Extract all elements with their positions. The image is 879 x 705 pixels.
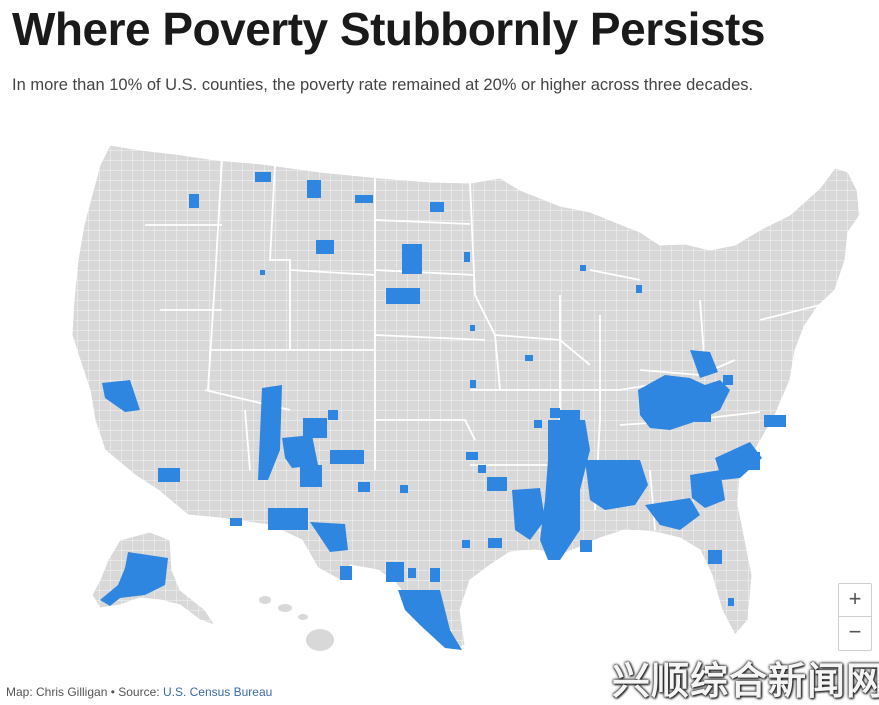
contiguous-us-landmass [71,144,861,651]
map-credit: Map: Chris Gilligan • Source: U.S. Censu… [6,685,272,699]
map-subtitle: In more than 10% of U.S. counties, the p… [12,76,754,94]
us-county-map[interactable] [0,120,879,680]
zoom-out-button[interactable]: − [848,619,862,644]
zoom-controls: + − [838,583,872,651]
site-watermark: 兴顺综合新闻网 [612,661,879,703]
zoom-in-button[interactable]: + [839,584,871,617]
persistent-poverty-counties [100,172,786,650]
map-canvas[interactable] [0,120,879,680]
hawaii-islands [259,596,334,651]
credit-prefix: Map: Chris Gilligan • Source: [6,685,163,699]
map-title: Where Poverty Stubbornly Persists [12,3,765,55]
source-link[interactable]: U.S. Census Bureau [162,685,273,699]
